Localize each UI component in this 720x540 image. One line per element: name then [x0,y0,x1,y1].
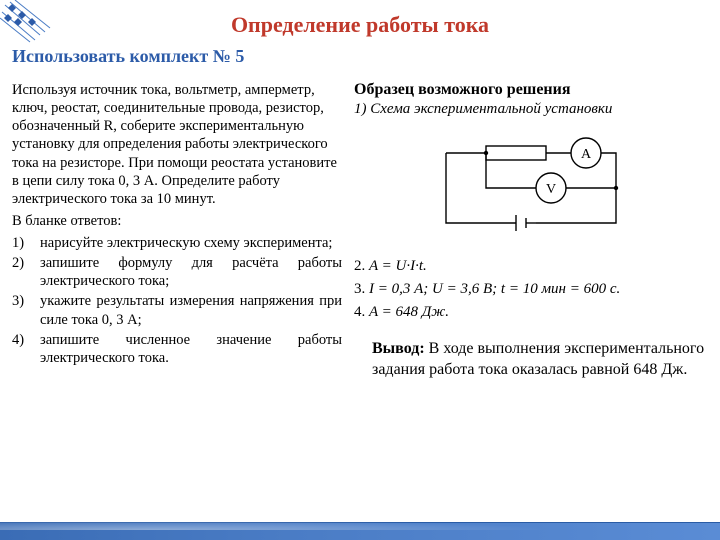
kit-subtitle: Использовать комплект № 5 [0,46,720,67]
formula-2-body: A = U·I·t. [369,258,427,274]
formula-3-t: t = 10 мин = 600 с. [501,281,620,297]
formula-3-prefix: 3. [354,281,369,297]
solution-title: Образец возможного решения [354,81,708,99]
content-area: Используя источник тока, вольтметр, ампе… [0,81,720,381]
formula-2-prefix: 2. [354,258,369,274]
solution-subtitle: 1) Схема экспериментальной установки [354,101,708,118]
formula-3-I: I = 0,3 А; [369,281,428,297]
list-number: 1) [12,234,40,252]
formula-3-U: U = 3,6 В; [432,281,497,297]
corner-decoration-icon [0,0,60,45]
page-title: Определение работы тока [0,0,720,38]
list-text: нарисуйте электрическую схему эксперимен… [40,234,342,252]
ammeter-label: A [581,147,592,162]
task-intro: Используя источник тока, вольтметр, ампе… [12,81,342,208]
list-text: запишите формулу для расчёта работы элек… [40,254,342,290]
footer-wave [0,516,720,530]
formula-4: 4. A = 648 Дж. [354,304,708,321]
list-item: 2) запишите формулу для расчёта работы э… [12,254,342,290]
conclusion-label: Вывод: [372,340,425,357]
list-number: 2) [12,254,40,290]
list-number: 3) [12,292,40,328]
blank-label: В бланке ответов: [12,212,342,230]
task-column: Используя источник тока, вольтметр, ампе… [12,81,342,381]
list-item: 1) нарисуйте электрическую схему экспери… [12,234,342,252]
list-text: запишите численное значение работы элект… [40,331,342,367]
solution-column: Образец возможного решения 1) Схема эксп… [354,81,708,381]
formula-4-prefix: 4. [354,304,369,320]
circuit-diagram: A V [416,128,646,248]
list-item: 4) запишите численное значение работы эл… [12,331,342,367]
formula-2: 2. A = U·I·t. [354,258,708,275]
formula-3: 3. I = 0,3 А; U = 3,6 В; t = 10 мин = 60… [354,281,708,298]
list-item: 3) укажите результаты измерения напряжен… [12,292,342,328]
list-number: 4) [12,331,40,367]
list-text: укажите результаты измерения напряжения … [40,292,342,328]
formula-4-body: A = 648 Дж. [369,304,449,320]
voltmeter-label: V [546,182,556,197]
conclusion: Вывод: В ходе выполнения экспериментальн… [354,339,708,381]
